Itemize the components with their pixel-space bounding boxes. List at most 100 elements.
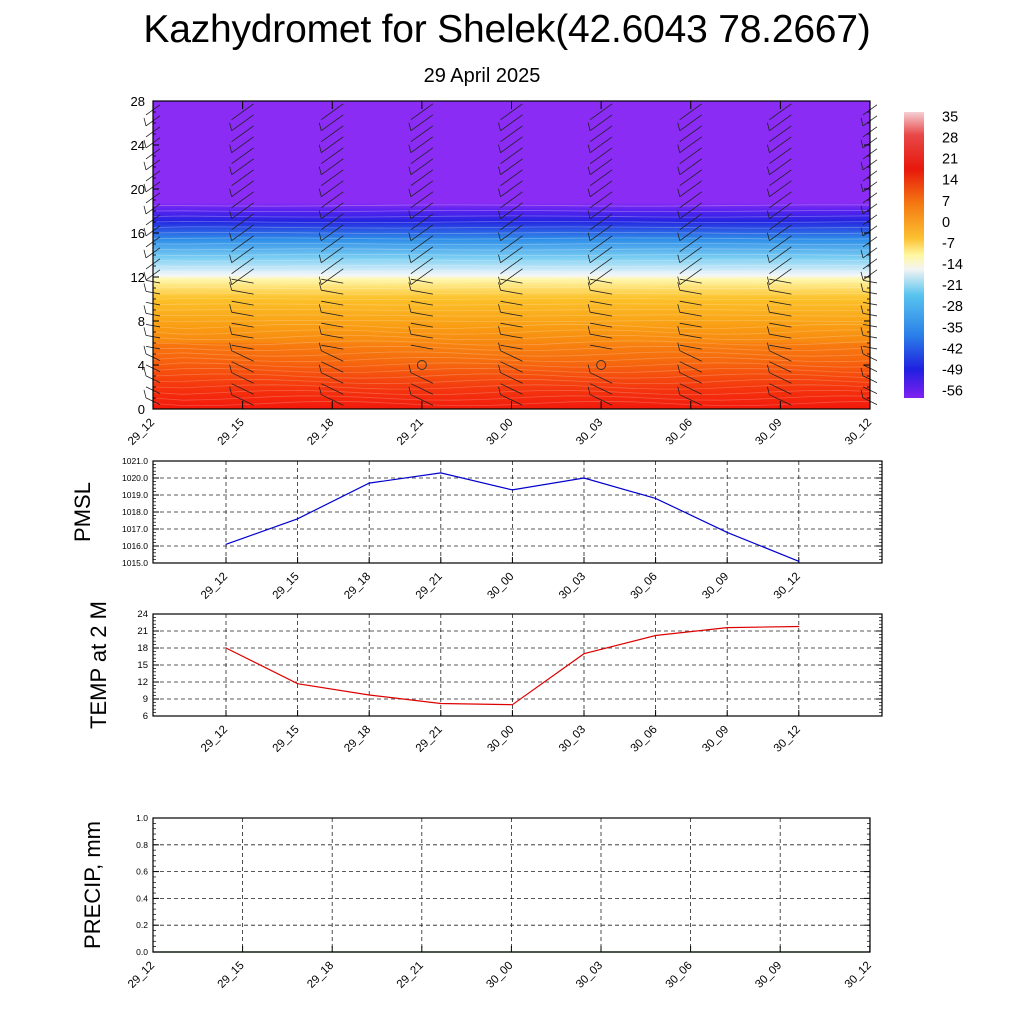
wind-barb [321,383,344,395]
wind-barb-flag [229,304,233,313]
heatmap-xtick-label: 29_18 [305,417,336,448]
wind-barb-flag [408,282,412,291]
panel-xtick-label: 29_18 [342,724,373,755]
wind-barb-flag [143,183,147,192]
chart-subtitle: 29 April 2025 [423,65,541,87]
wind-barb [500,361,523,373]
wind-barb [590,300,613,306]
wind-barb-flag [498,276,501,285]
wind-barb-flag [318,122,322,131]
panel-ytick-label: 1015.0 [122,558,148,568]
wind-barb [231,125,254,143]
wind-barb-flag [229,144,233,153]
wind-barb [589,257,613,275]
heatmap-ytick-label: 16 [131,226,145,241]
colorbar-label: 28 [942,131,958,147]
wind-barb [231,246,254,264]
wind-barb-flag [498,386,501,395]
wind-barb [589,213,613,231]
wind-barb-flag [766,254,770,263]
heatmap-ytick-label: 24 [131,138,145,153]
wind-barb-flag [766,326,770,335]
wind-barb [679,361,702,373]
wind-barb [500,344,523,350]
panel-xtick-label: 29_12 [199,724,230,755]
wind-barb [410,147,434,165]
wind-barb-flag [318,210,322,219]
wind-barb-flag [143,117,147,126]
heatmap-ytick-label: 28 [131,94,145,109]
panel-xtick-label: 29_12 [199,571,230,602]
panel-ytick-label: 15 [137,660,148,671]
wind-barb [679,350,702,362]
wind-barb [769,191,792,209]
wind-barb [321,224,344,242]
wind-barb-flag [498,254,501,263]
colorbar-label: 7 [942,194,950,210]
wind-barb [321,246,344,264]
wind-barb [321,202,344,220]
wind-barb-flag [318,188,322,197]
panel-xtick-label: 30_00 [485,724,516,755]
wind-barb [231,136,254,154]
chart-title: Kazhydromet for Shelek(42.6043 78.2667) [143,8,871,51]
wind-barb-flag [677,386,681,395]
wind-barb [679,372,702,384]
wind-barb [231,202,254,220]
wind-barb-flag [318,232,322,241]
wind-barb [321,344,344,350]
wind-barb-flag [143,161,147,170]
wind-barb [679,268,702,286]
wind-barb [500,180,523,198]
wind-barb [231,311,254,317]
wind-barb [500,311,523,317]
calm-wind-marker [596,360,607,370]
heatmap-ytick-label: 4 [138,358,145,373]
wind-barb [769,300,792,306]
wind-barb [410,394,434,406]
wind-barb-flag [766,304,770,313]
wind-barb [500,350,523,362]
wind-barb [500,235,523,253]
heatmap-xtick-label: 30_09 [753,417,784,448]
wind-barb-flag [318,386,322,395]
contour-line [152,204,871,207]
panel-xtick-label: 30_03 [557,724,588,755]
panel-ytick-label: 0.2 [136,920,148,930]
wind-barb [231,103,254,121]
series-point [225,543,227,545]
wind-barb [321,136,344,154]
wind-barb [321,268,344,286]
panel-xtick-label: 30_03 [574,960,605,991]
wind-barb [410,300,433,306]
panel-xtick-label: 29_21 [414,724,445,755]
panel-ytick-label: 1017.0 [122,524,148,534]
contour-line [152,215,871,218]
wind-barb-flag [860,205,864,214]
contour-line [152,389,871,396]
wind-barb [321,235,344,253]
wind-barb [679,191,702,209]
wind-barb [769,394,792,406]
wind-barb [410,202,434,220]
wind-barb [679,103,702,121]
series-point [440,472,442,474]
wind-barb [321,300,344,306]
wind-barb-flag [498,188,501,197]
wind-barb [410,311,433,317]
wind-barb [769,289,792,295]
wind-barb [321,147,344,165]
wind-barb [321,350,344,362]
wind-barb-flag [677,122,681,131]
panel-xtick-label: 30_00 [485,571,516,602]
wind-barb [769,147,792,165]
panel-xtick-label: 30_12 [772,571,803,602]
wind-barb [231,300,254,306]
wind-barb-flag [766,364,770,373]
series-point [798,625,800,628]
panel-ytick-label: 1018.0 [122,507,148,517]
wind-barb-flag [408,122,412,131]
wind-barb-flag [766,342,770,351]
heatmap-xtick-label: 30_06 [664,417,695,448]
